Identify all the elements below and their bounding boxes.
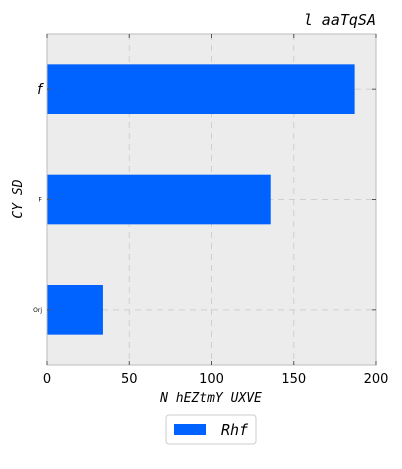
legend: Rhf [165, 414, 257, 445]
bar [47, 64, 355, 114]
chart-title: l aaTqSA [304, 11, 376, 29]
y-tick-label: Orj [33, 307, 42, 314]
x-tick-label: 100 [199, 372, 224, 387]
legend-label: Rhf [221, 421, 249, 439]
legend-box [165, 414, 257, 445]
bars [47, 64, 355, 335]
bar [47, 285, 103, 335]
y-tick-label: f [37, 82, 44, 98]
x-tick-label: 50 [121, 372, 138, 387]
x-tick-label: 0 [43, 372, 51, 387]
y-tick-label: F [39, 197, 43, 204]
x-tick-label: 150 [281, 372, 306, 387]
bar [47, 174, 271, 225]
legend-swatch [174, 424, 206, 435]
y-axis-label: CY SD [11, 179, 26, 218]
x-tick-label: 200 [364, 372, 389, 387]
ticks: 0 50 100 150 200 f F Orj [33, 34, 388, 387]
x-axis-label: N hEZtmY UXVE [159, 391, 262, 406]
